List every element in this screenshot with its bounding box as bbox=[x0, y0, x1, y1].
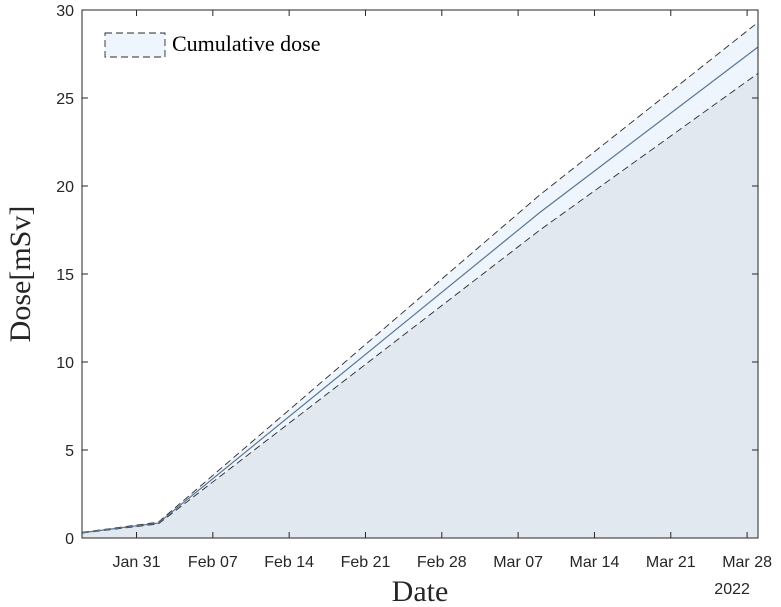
plot-area bbox=[81, 21, 759, 539]
upper-bound-line-0 bbox=[81, 21, 759, 533]
x-tick-label: Feb 07 bbox=[188, 554, 238, 571]
x-tick-label: Mar 28 bbox=[722, 554, 772, 571]
legend-label: Cumulative dose bbox=[172, 31, 320, 56]
y-tick-label: 20 bbox=[56, 179, 74, 196]
y-tick-label: 0 bbox=[65, 531, 74, 548]
y-tick-label: 5 bbox=[65, 443, 74, 460]
x-axis-title: Date bbox=[392, 575, 449, 607]
x-tick-label: Feb 21 bbox=[341, 554, 391, 571]
x-tick-label: Mar 14 bbox=[570, 554, 620, 571]
x-tick-label: Mar 21 bbox=[646, 554, 696, 571]
legend-swatch bbox=[104, 32, 166, 58]
legend: Cumulative dose bbox=[104, 31, 320, 58]
x-tick-label: Mar 07 bbox=[493, 554, 543, 571]
y-tick-label: 25 bbox=[56, 91, 74, 108]
y-tick-label: 10 bbox=[56, 355, 74, 372]
x-tick-label: Jan 31 bbox=[112, 554, 160, 571]
lower-bound-line-0 bbox=[81, 72, 759, 534]
y-tick-label: 30 bbox=[56, 3, 74, 20]
x-tick-label: Feb 14 bbox=[264, 554, 314, 571]
x-tick-label: Feb 28 bbox=[417, 554, 467, 571]
y-tick-label: 15 bbox=[56, 267, 74, 284]
series-line-0 bbox=[81, 46, 759, 534]
x-axis-year-label: 2022 bbox=[714, 581, 750, 598]
y-axis-title: Dose[mSv] bbox=[4, 206, 37, 343]
axes: 0 5 10 15 20 25 30 Jan 31 Feb 07 Feb 14 Feb 21 Feb … bbox=[56, 3, 772, 571]
area-fill-below-0 bbox=[82, 73, 758, 539]
